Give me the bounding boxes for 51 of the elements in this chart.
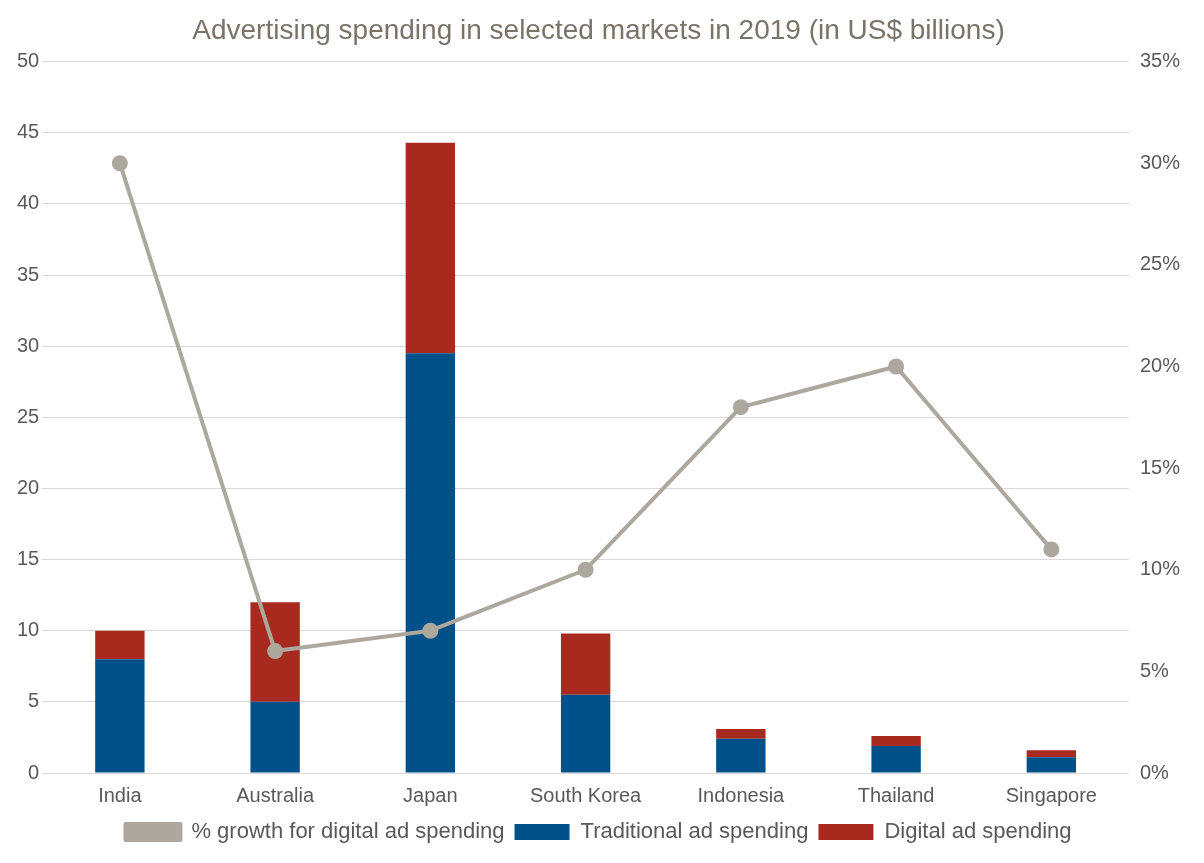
y2-tick-label: 10%: [1139, 557, 1181, 580]
y-tick-label: 5: [28, 689, 40, 712]
x-tick-label: Thailand: [857, 783, 935, 806]
bar: [95, 630, 145, 660]
x-tick-label: Japan: [403, 783, 458, 806]
point: [1043, 541, 1060, 558]
y2-tick-label: 5%: [1139, 658, 1170, 681]
x-tick-label: Australia: [236, 783, 315, 806]
bar: [405, 353, 456, 773]
y-tick-label: 45: [17, 120, 40, 143]
y-tick-label: 40: [17, 191, 40, 214]
y-tick-label: 0: [28, 760, 40, 783]
bar: [405, 142, 456, 354]
y2-tick-label: 15%: [1139, 455, 1181, 478]
x-tick-label: Singapore: [1005, 783, 1097, 806]
point: [422, 622, 439, 639]
y2-tick-label: 35%: [1139, 49, 1181, 72]
point: [267, 643, 284, 660]
y-tick-label: 30: [17, 333, 40, 356]
x-tick-label: South Korea: [530, 783, 643, 806]
y2-tick-label: 25%: [1139, 252, 1181, 275]
point: [111, 155, 128, 172]
y-tick-label: 25: [17, 404, 40, 427]
point: [577, 561, 594, 578]
y2-tick-label: 30%: [1139, 150, 1181, 173]
bar: [1026, 757, 1077, 773]
chart-title: Advertising spending in selected markets in 2019 (in US$ billions): [192, 13, 1005, 45]
legend-label: Digital ad spending: [884, 818, 1072, 844]
x-tick-label: India: [98, 783, 143, 806]
bar: [716, 738, 766, 773]
bar: [871, 745, 921, 773]
point: [732, 399, 749, 416]
bar: [716, 728, 766, 739]
bar: [250, 701, 300, 773]
legend-label: % growth for digital ad spending: [191, 818, 505, 844]
legend-label: Traditional ad spending: [580, 818, 809, 844]
bar: [871, 736, 921, 746]
bar: [560, 633, 611, 695]
x-tick-label: Indonesia: [697, 783, 786, 806]
y-tick-label: 10: [17, 618, 40, 641]
y2-tick-label: 0%: [1139, 760, 1170, 783]
point: [888, 358, 905, 375]
y-tick-label: 15: [17, 547, 40, 570]
bar: [560, 694, 611, 773]
bar: [250, 602, 300, 702]
y-tick-label: 20: [17, 475, 40, 498]
bar: [1026, 750, 1077, 758]
y-tick-label: 50: [17, 49, 40, 72]
y2-tick-label: 20%: [1139, 354, 1181, 376]
y-tick-label: 35: [17, 262, 40, 285]
bar: [95, 659, 145, 773]
